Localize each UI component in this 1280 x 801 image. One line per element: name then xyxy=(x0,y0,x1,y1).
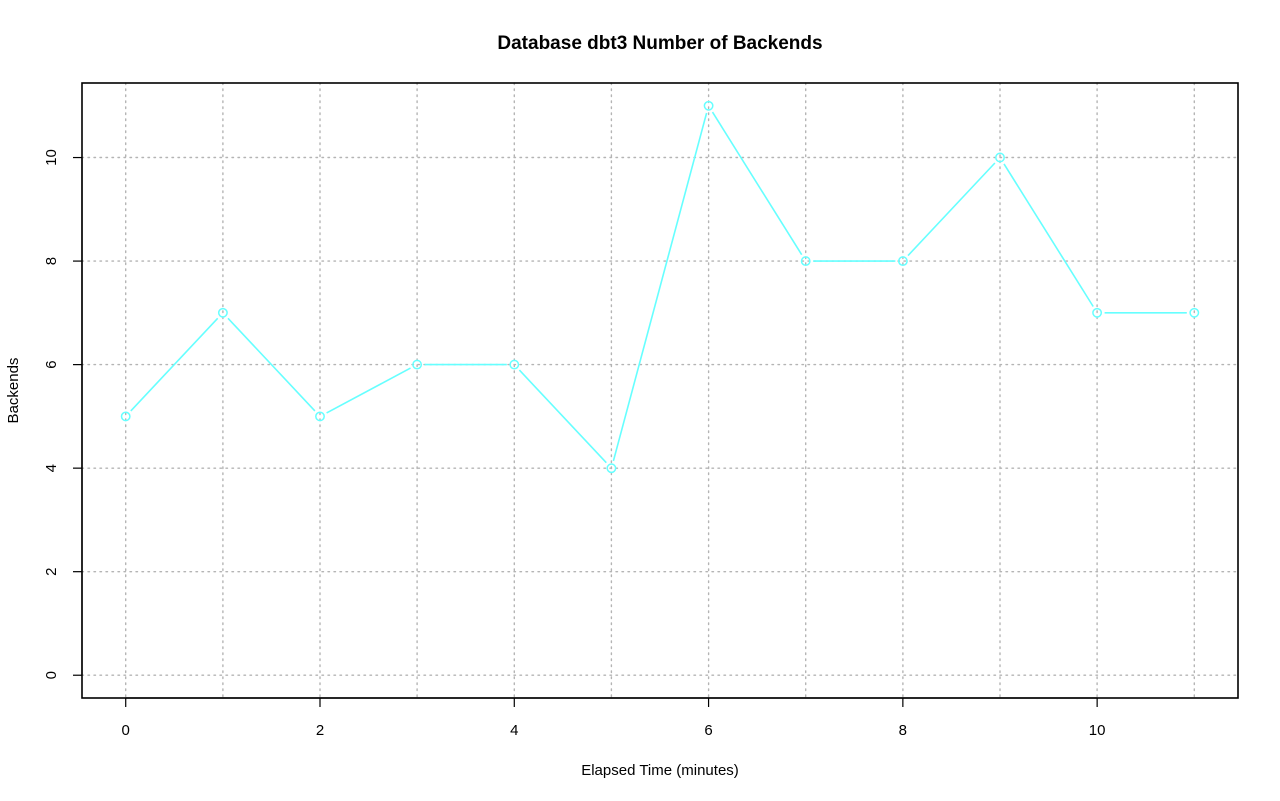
series-line-segment xyxy=(130,317,219,412)
y-axis-label: Backends xyxy=(5,358,22,424)
grid xyxy=(81,82,1239,699)
series-line-segment xyxy=(711,111,803,256)
series-line-segment xyxy=(518,369,607,464)
x-tick-label: 2 xyxy=(316,722,324,739)
x-tick-label: 6 xyxy=(704,722,712,739)
data-point xyxy=(995,152,1005,163)
data-point xyxy=(509,359,520,370)
series-line-segment xyxy=(612,112,708,462)
y-tick-label: 6 xyxy=(43,360,60,368)
y-tick-label: 4 xyxy=(43,464,60,472)
data-point xyxy=(412,359,423,370)
series-line-segment xyxy=(1003,163,1094,307)
x-tick-label: 0 xyxy=(122,722,130,739)
series-line-segment xyxy=(907,162,996,257)
y-tick-label: 0 xyxy=(43,671,60,679)
plot-frame xyxy=(81,82,1239,699)
y-tick-label: 8 xyxy=(43,257,60,265)
data-point xyxy=(606,463,617,474)
x-tick-label: 4 xyxy=(510,722,518,739)
y-tick-label: 10 xyxy=(43,149,60,166)
x-axis-label: Elapsed Time (minutes) xyxy=(581,762,739,779)
data-point xyxy=(703,100,714,111)
data-point xyxy=(800,256,811,267)
chart-title: Database dbt3 Number of Backends xyxy=(497,33,822,54)
data-point xyxy=(1189,307,1200,318)
data-point xyxy=(120,411,131,422)
x-tick-label: 10 xyxy=(1089,722,1106,739)
data-point xyxy=(315,411,325,422)
data-point xyxy=(897,256,908,267)
x-tick-label: 8 xyxy=(899,722,907,739)
data-point xyxy=(217,307,228,318)
series-line-segment xyxy=(227,317,316,412)
data-point xyxy=(1092,307,1103,318)
y-tick-label: 2 xyxy=(43,568,60,576)
series-layer xyxy=(120,100,1200,474)
series-line-segment xyxy=(326,367,411,414)
